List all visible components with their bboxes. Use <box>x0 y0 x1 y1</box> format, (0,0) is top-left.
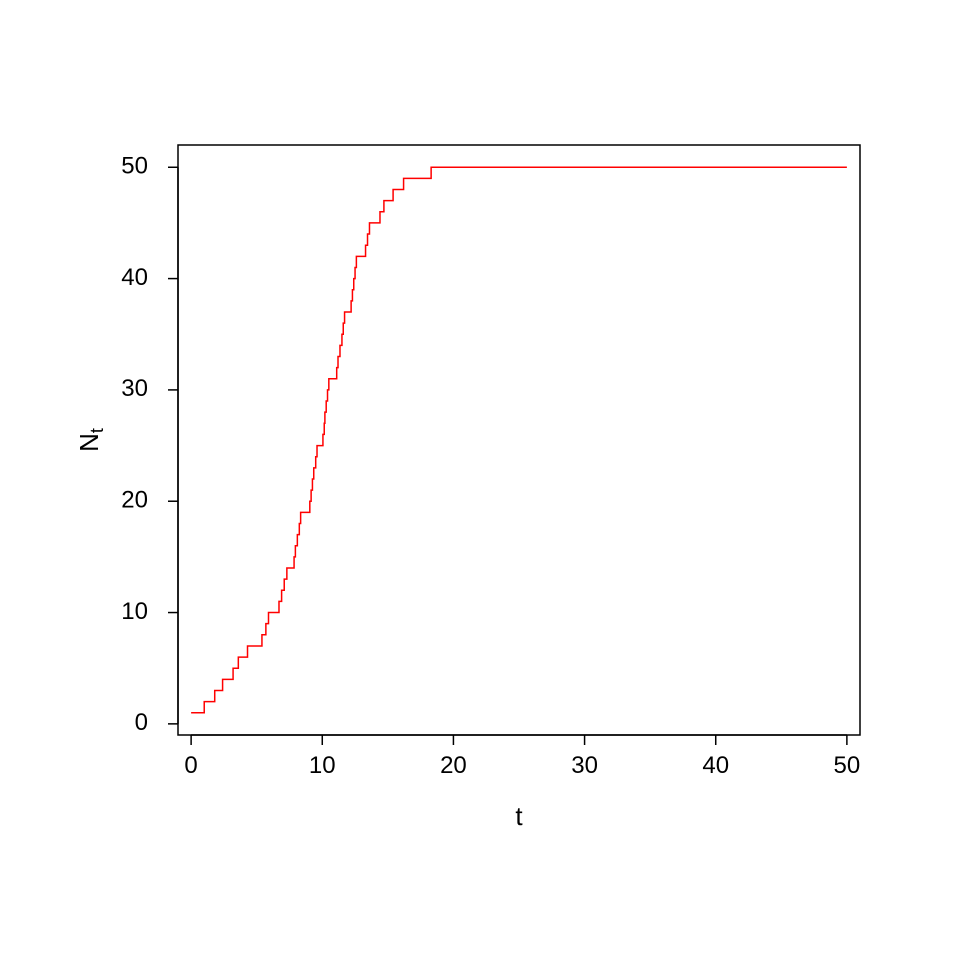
x-axis-label: t <box>515 801 523 831</box>
y-tick-label: 30 <box>121 375 148 402</box>
y-tick-label: 0 <box>135 709 148 736</box>
y-tick-label: 40 <box>121 264 148 291</box>
step-line-chart: 01020304050t01020304050Nt <box>0 0 960 960</box>
y-tick-label: 20 <box>121 487 148 514</box>
x-tick-label: 20 <box>440 752 467 779</box>
x-tick-label: 50 <box>834 752 861 779</box>
x-tick-label: 30 <box>571 752 598 779</box>
x-tick-label: 10 <box>309 752 336 779</box>
x-tick-label: 40 <box>702 752 729 779</box>
x-tick-label: 0 <box>184 752 197 779</box>
y-tick-label: 10 <box>121 598 148 625</box>
y-tick-label: 50 <box>121 153 148 180</box>
